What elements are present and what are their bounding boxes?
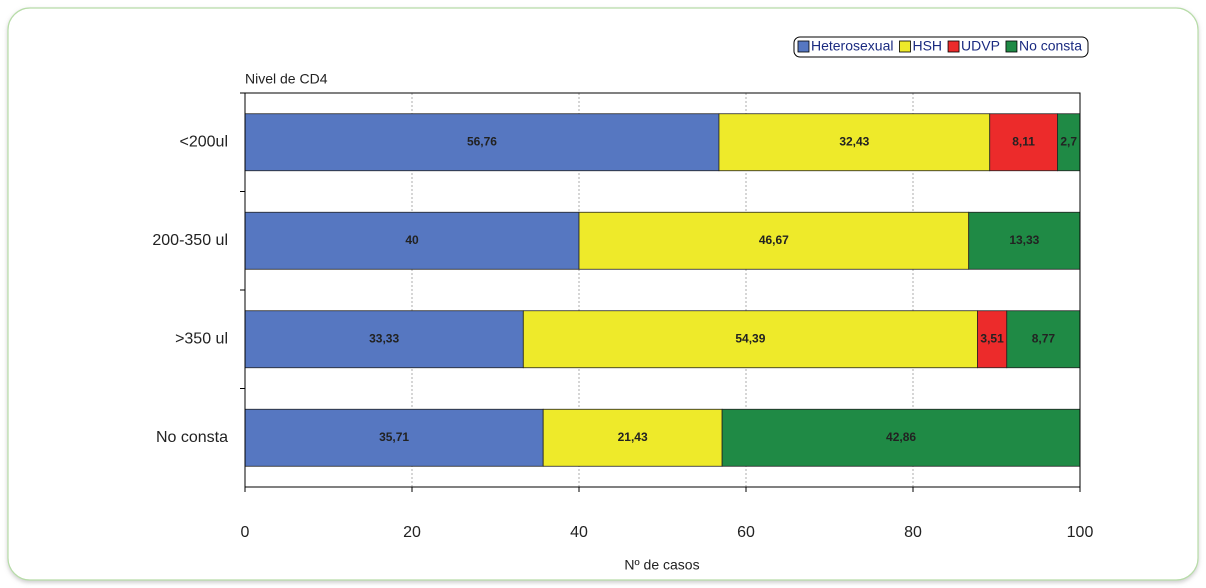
x-tick-label: 60	[737, 524, 755, 541]
x-tick-label: 80	[904, 524, 922, 541]
legend-swatch	[947, 40, 960, 53]
legend: Heterosexual HSH UDVP No consta	[793, 36, 1089, 58]
legend-swatch	[797, 40, 810, 53]
y-tick-label: >350 ul	[175, 330, 228, 347]
data-label: 2,7	[1060, 134, 1077, 148]
data-label: 40	[405, 233, 419, 247]
data-label: 3,51	[980, 331, 1004, 345]
y-tick-label: No consta	[156, 429, 228, 446]
bar-segment	[989, 113, 1058, 172]
data-label: 35,71	[379, 430, 409, 444]
data-label: 56,76	[467, 134, 497, 148]
bar-segment	[977, 310, 1008, 369]
legend-label: HSH	[912, 38, 942, 54]
legend-label: Heterosexual	[811, 38, 894, 54]
bar-segment	[522, 310, 978, 369]
data-label: 54,39	[735, 331, 765, 345]
legend-swatch	[1005, 40, 1018, 53]
data-label: 42,86	[886, 430, 916, 444]
data-label: 32,43	[839, 134, 869, 148]
data-label: 33,33	[369, 331, 399, 345]
bar-segment	[718, 113, 991, 172]
legend-swatch	[899, 40, 911, 53]
bar-segment	[244, 211, 580, 270]
x-tick-label: 100	[1067, 524, 1094, 541]
bar-segment	[1006, 310, 1081, 369]
bar-segment	[542, 408, 723, 467]
x-tick-label: 20	[403, 524, 421, 541]
data-label: 8,77	[1032, 331, 1056, 345]
plot-border	[244, 92, 1081, 488]
legend-label: UDVP	[961, 38, 1000, 54]
data-label: 46,67	[759, 233, 789, 247]
data-label: 8,11	[1012, 134, 1035, 148]
y-tick-label: <200ul	[180, 133, 229, 150]
y-axis-title: Nivel de CD4	[245, 71, 328, 87]
y-tick-label: 200-350 ul	[152, 232, 228, 249]
x-tick-label: 40	[570, 524, 588, 541]
legend-label: No consta	[1019, 38, 1082, 54]
bar-segment	[968, 211, 1081, 270]
bar-segment	[244, 113, 720, 172]
data-label: 13,33	[1009, 233, 1039, 247]
x-axis-title: Nº de casos	[624, 557, 699, 573]
x-tick-label: 0	[241, 524, 250, 541]
data-label: 21,43	[618, 430, 648, 444]
